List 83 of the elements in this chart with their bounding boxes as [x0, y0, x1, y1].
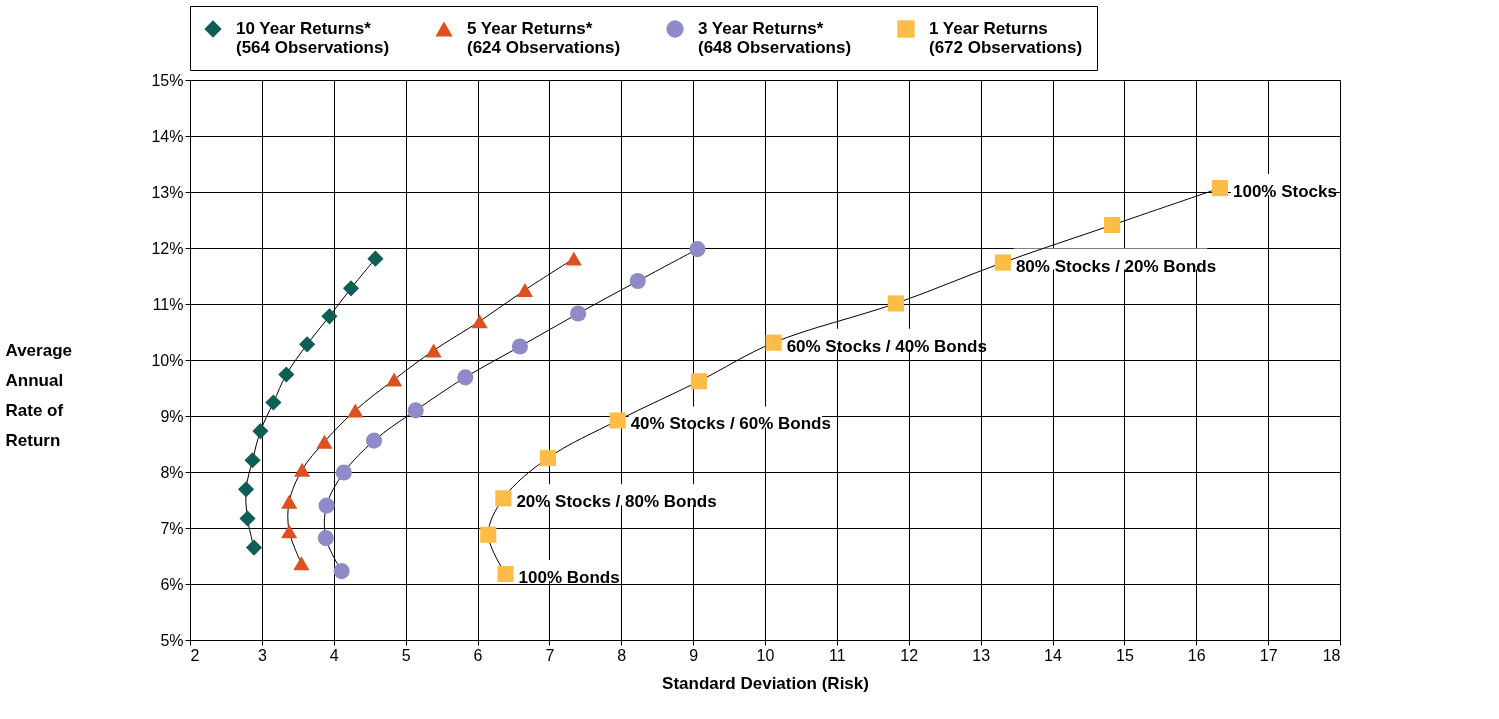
- point: [994, 254, 1011, 271]
- x-tick-label: 6: [473, 646, 483, 664]
- y-tick-label: 6%: [160, 575, 184, 593]
- x-tick-label: 7: [545, 646, 555, 664]
- point: [335, 464, 352, 481]
- y-tick-label: 8%: [160, 463, 184, 481]
- point: [765, 334, 782, 351]
- point: [887, 295, 904, 312]
- x-tick-label: 18: [1322, 646, 1341, 664]
- point: [511, 338, 528, 355]
- point: [342, 280, 360, 297]
- point: [480, 526, 497, 543]
- point: [425, 343, 442, 358]
- point: [386, 372, 403, 387]
- legend-label: 3 Year Returns* (648 Observations): [698, 19, 852, 57]
- point: [239, 510, 256, 527]
- point: [347, 403, 364, 418]
- y-tick-label: 11%: [152, 295, 184, 313]
- legend-label: 10 Year Returns* (564 Observations): [236, 19, 390, 57]
- point: [689, 241, 706, 258]
- x-tick-label: 16: [1187, 646, 1206, 664]
- point: [281, 524, 298, 539]
- x-tick-label: 4: [329, 646, 339, 664]
- point: [457, 369, 474, 386]
- point: [293, 556, 310, 571]
- x-tick-label: 11: [829, 646, 846, 664]
- point: [299, 336, 316, 353]
- annotation: 100% Bonds: [518, 567, 620, 587]
- point: [265, 394, 282, 411]
- y-tick-label: 12%: [151, 239, 184, 257]
- point: [321, 308, 338, 325]
- annotation: 40% Stocks / 60% Bonds: [630, 414, 831, 434]
- legend-label: 1 Year Returns (672 Observations): [929, 19, 1083, 57]
- x-tick-label: 10: [756, 646, 775, 664]
- x-tick-label: 17: [1259, 646, 1278, 664]
- point: [539, 449, 556, 467]
- point: [690, 373, 707, 390]
- point: [1211, 180, 1229, 197]
- point: [252, 423, 269, 440]
- point: [495, 490, 512, 507]
- point: [609, 412, 626, 429]
- point: [565, 251, 582, 266]
- point: [317, 530, 334, 547]
- y-tick-label: 10%: [151, 351, 184, 369]
- y-tick-label: 14%: [151, 127, 184, 145]
- point: [238, 481, 255, 498]
- x-tick-label: 2: [190, 646, 200, 664]
- point: [318, 497, 335, 514]
- point: [367, 250, 384, 267]
- point: [365, 432, 383, 449]
- point: [333, 563, 350, 580]
- y-tick-label: 15%: [151, 71, 184, 89]
- y-axis-title: Average Annual Rate of Return: [5, 340, 72, 450]
- x-tick-label: 5: [401, 646, 411, 664]
- x-tick-label: 3: [257, 646, 267, 664]
- point: [245, 539, 263, 556]
- x-tick-label: 8: [617, 646, 627, 664]
- x-tick-label: 14: [1044, 646, 1062, 664]
- x-tick-label: 12: [900, 646, 919, 664]
- x-tick-label: 9: [689, 646, 699, 664]
- point: [497, 565, 514, 582]
- point: [1104, 216, 1121, 234]
- y-tick-label: 5%: [160, 631, 184, 649]
- point: [407, 402, 424, 419]
- annotation: 100% Stocks: [1232, 182, 1337, 202]
- point: [629, 272, 646, 290]
- legend-label: 5 Year Returns* (624 Observations): [467, 19, 621, 57]
- x-axis-title: Standard Deviation (Risk): [662, 673, 869, 693]
- point: [294, 462, 311, 477]
- x-tick-label: 13: [972, 646, 991, 664]
- point: [471, 314, 488, 329]
- point: [316, 434, 333, 449]
- y-tick-label: 9%: [160, 407, 184, 425]
- annotation: 20% Stocks / 80% Bonds: [516, 492, 717, 512]
- x-tick-label: 15: [1115, 646, 1134, 664]
- y-tick-label: 13%: [151, 183, 184, 201]
- point: [281, 494, 298, 509]
- point: [278, 366, 295, 383]
- y-tick-label: 7%: [160, 519, 184, 537]
- point: [516, 283, 533, 297]
- point: [244, 452, 261, 469]
- annotation: 80% Stocks / 20% Bonds: [1015, 256, 1217, 276]
- point: [570, 305, 587, 322]
